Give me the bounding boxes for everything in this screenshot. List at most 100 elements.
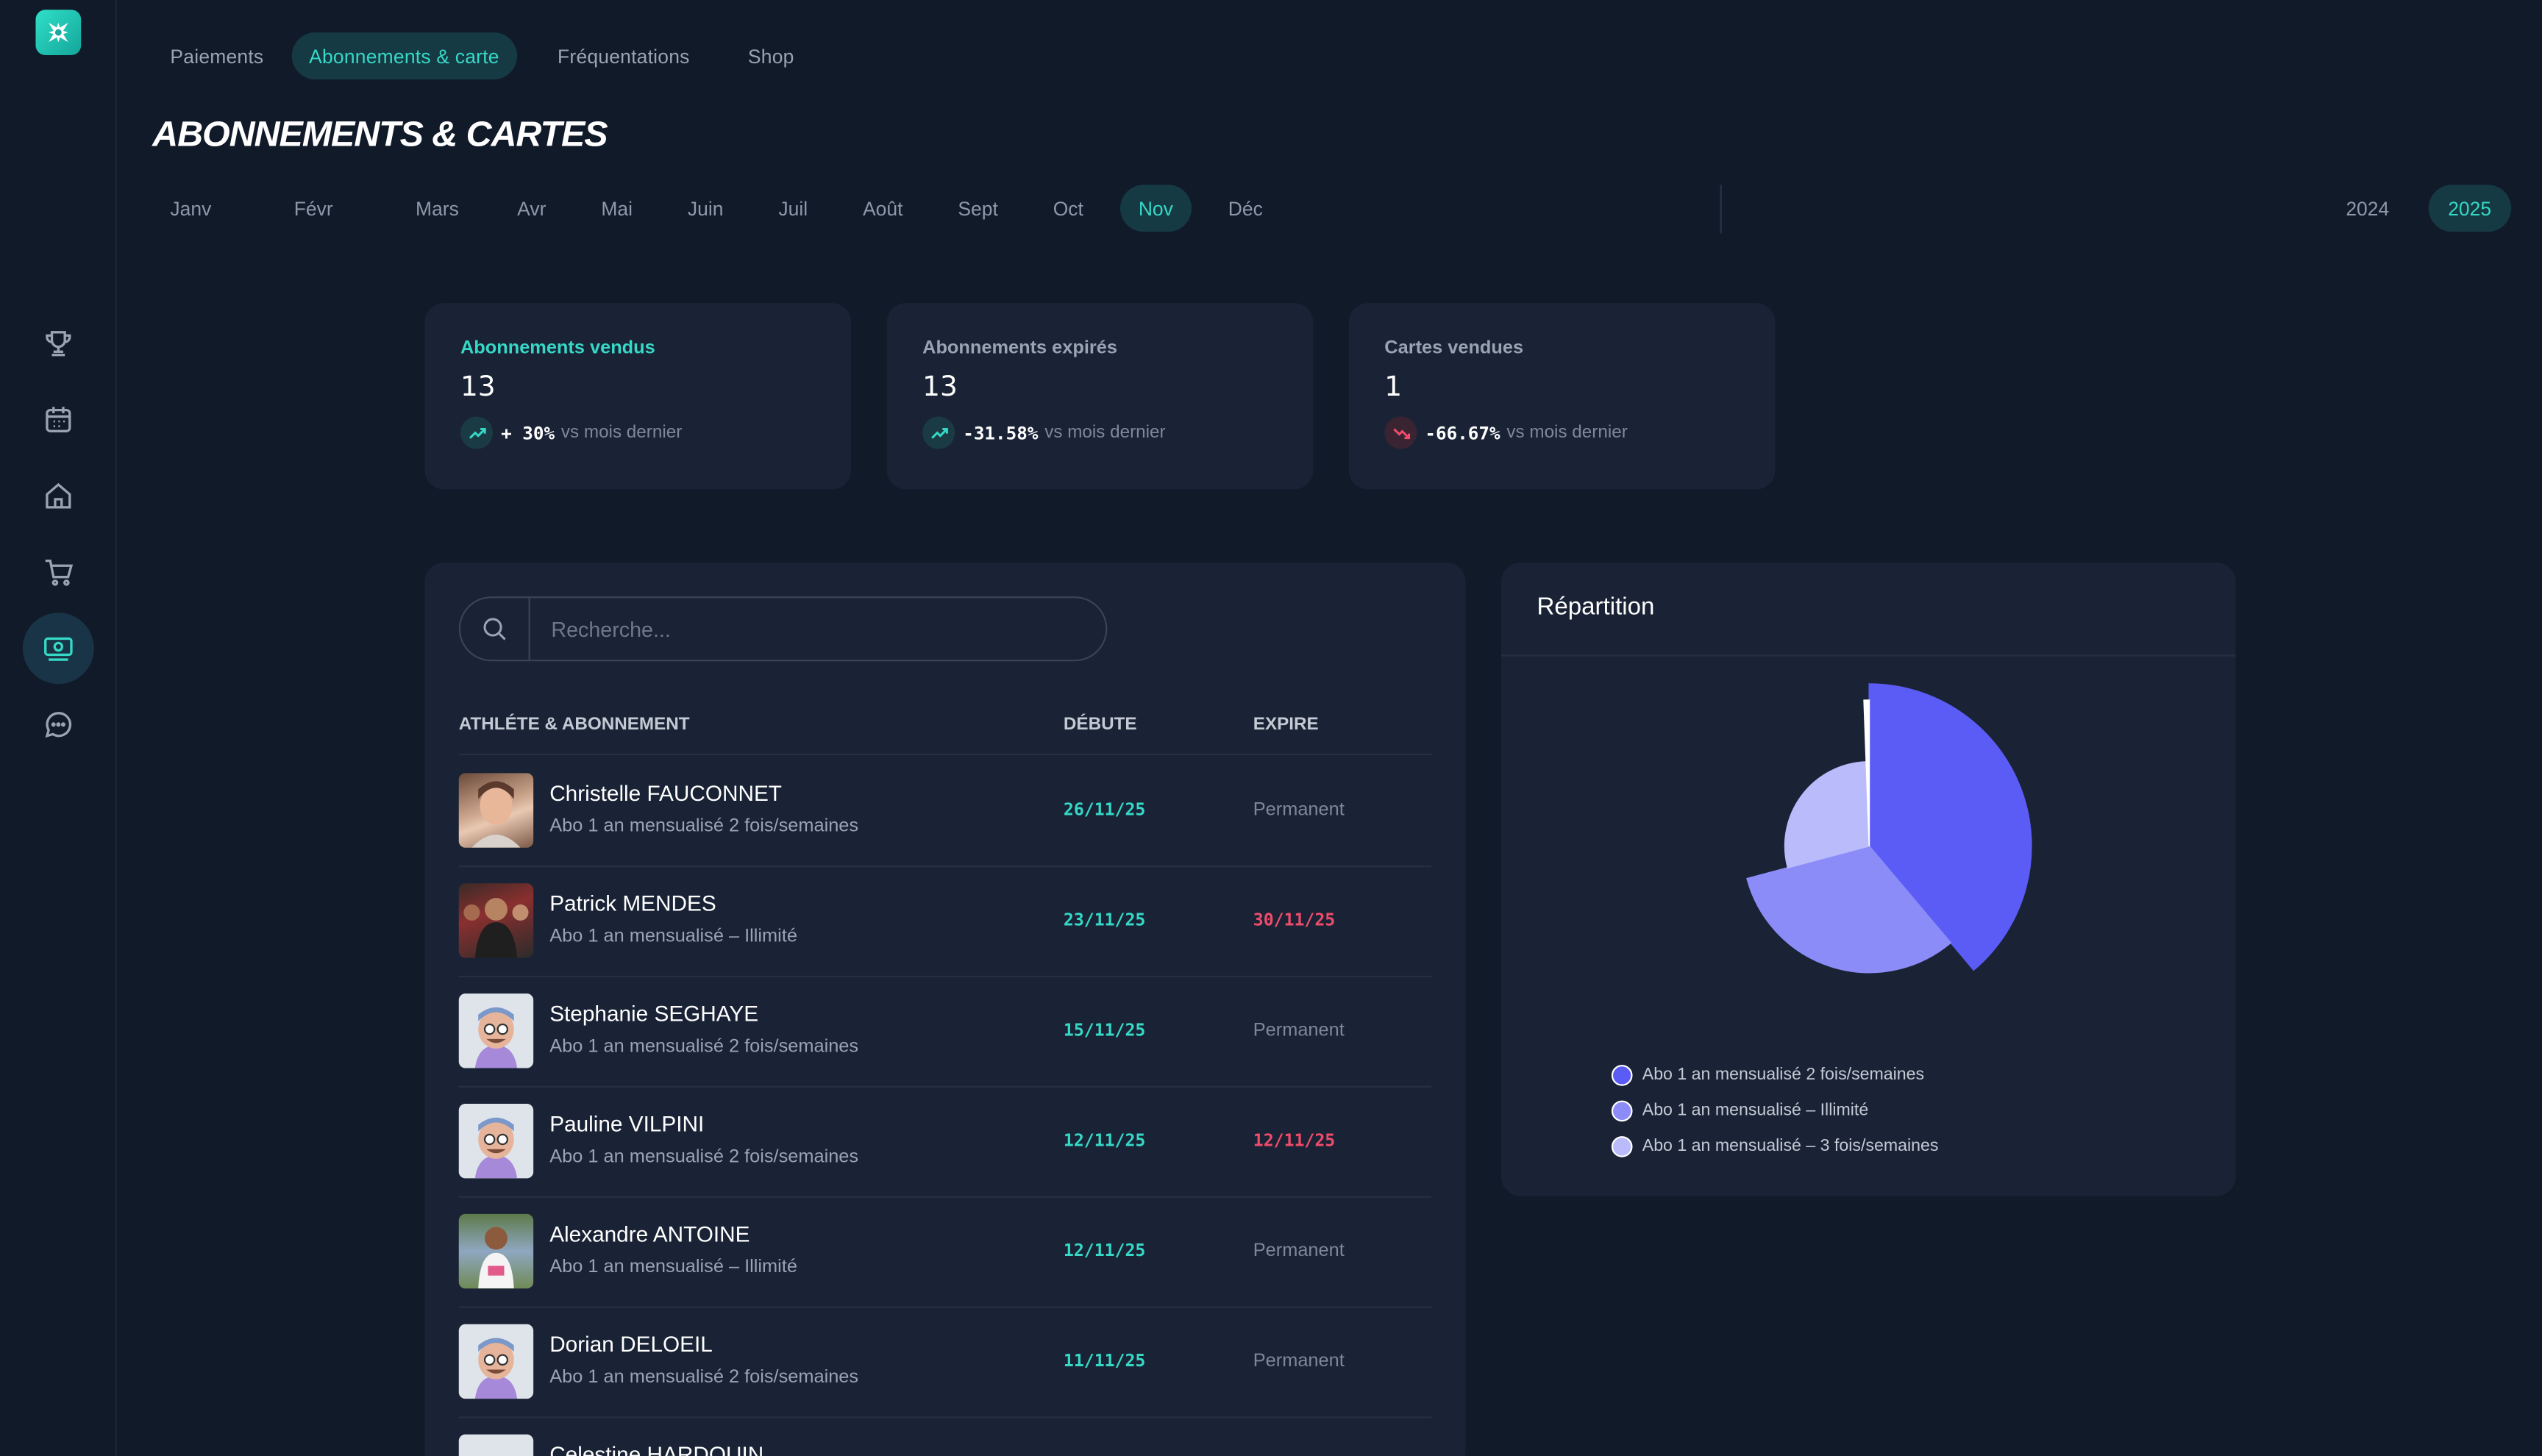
trend-label: vs mois dernier [560, 423, 683, 443]
month-nov[interactable]: Nov [1120, 185, 1192, 232]
header-athlete[interactable]: ATHLÉTE & ABONNEMENT [458, 715, 690, 735]
subscriptions-table-card: ATHLÉTE & ABONNEMENT DÉBUTE EXPIRE Chris… [424, 562, 1466, 1456]
pie-chart [1746, 683, 2032, 974]
table-row[interactable]: Christelle FAUCONNET Abo 1 an mensualisé… [458, 757, 1432, 868]
home-icon[interactable] [23, 460, 94, 532]
calendar-icon[interactable] [23, 384, 94, 455]
stat-title: Cartes vendues [1384, 338, 1524, 359]
year-2025[interactable]: 2025 [2428, 185, 2511, 232]
trophy-icon[interactable] [23, 308, 94, 379]
tab-abonnements-carte[interactable]: Abonnements & carte [291, 32, 517, 80]
subscription-type: Abo 1 an mensualisé 2 fois/semaines [549, 1147, 859, 1167]
year-2024[interactable]: 2024 [2346, 196, 2390, 220]
month-mai[interactable]: Mai [601, 196, 633, 220]
search-box [458, 596, 1108, 662]
trend-down-icon [1384, 416, 1417, 449]
sidebar [0, 0, 117, 1456]
table-header: ATHLÉTE & ABONNEMENT DÉBUTE EXPIRE [458, 715, 1432, 756]
start-date: 12/11/25 [1063, 1131, 1146, 1151]
start-date: 26/11/25 [1063, 800, 1146, 821]
legend-label: Abo 1 an mensualisé – Illimité [1642, 1100, 1869, 1121]
subscription-type: Abo 1 an mensualisé 2 fois/semaines [549, 1037, 859, 1057]
month-dec[interactable]: Déc [1228, 196, 1263, 220]
avatar [458, 1103, 534, 1179]
page-title: ABONNEMENTS & CARTES [152, 113, 608, 154]
trend-percent: -66.67% [1425, 422, 1500, 443]
header-expire[interactable]: EXPIRE [1253, 715, 1319, 735]
avatar [458, 773, 534, 848]
table-row[interactable]: Alexandre ANTOINE Abo 1 an mensualisé – … [458, 1198, 1432, 1308]
tab-frequentations[interactable]: Fréquentations [558, 44, 690, 68]
month-avr[interactable]: Avr [517, 196, 547, 220]
table-row[interactable]: Celestine HARDOUIN [458, 1418, 1431, 1456]
month-mars[interactable]: Mars [416, 196, 459, 220]
legend-item[interactable]: Abo 1 an mensualisé – Illimité [1611, 1093, 1939, 1128]
trend-label: vs mois dernier [1044, 423, 1166, 443]
chart-title: Répartition [1537, 593, 1655, 621]
header-debute[interactable]: DÉBUTE [1063, 715, 1137, 735]
pie-slice[interactable] [1784, 761, 1870, 869]
trend-up-icon [460, 416, 494, 449]
table-row[interactable]: Patrick MENDES Abo 1 an mensualisé – Ill… [458, 867, 1432, 978]
subscription-type: Abo 1 an mensualisé 2 fois/semaines [549, 1368, 859, 1388]
month-oct[interactable]: Oct [1053, 196, 1083, 220]
month-sept[interactable]: Sept [958, 196, 998, 220]
month-aout[interactable]: Août [863, 196, 903, 220]
expire-date: 12/11/25 [1253, 1131, 1336, 1151]
divider [1500, 654, 2236, 657]
start-date: 23/11/25 [1063, 910, 1146, 931]
subscription-type: Abo 1 an mensualisé – Illimité [549, 927, 797, 947]
top-tabs: Paiements Abonnements & carte Fréquentat… [152, 32, 812, 80]
month-juil[interactable]: Juil [778, 196, 808, 220]
tab-shop[interactable]: Shop [747, 44, 794, 68]
avatar [458, 993, 534, 1068]
legend-swatch [1611, 1063, 1633, 1085]
legend-label: Abo 1 an mensualisé 2 fois/semaines [1642, 1065, 1925, 1085]
stat-card-abonnements-vendus: Abonnements vendus 13 + 30% vs mois dern… [424, 303, 852, 490]
month-selector: Janv Févr Mars Avr Mai Juin Juil Août Se… [152, 185, 1300, 232]
trend-label: vs mois dernier [1506, 423, 1628, 443]
start-date: 15/11/25 [1063, 1021, 1146, 1041]
tab-paiements[interactable]: Paiements [170, 44, 264, 68]
expire-date: Permanent [1253, 1241, 1345, 1261]
pie-slice[interactable] [1863, 699, 1870, 846]
start-date: 12/11/25 [1063, 1241, 1146, 1261]
athlete-name: Alexandre ANTOINE [549, 1221, 750, 1246]
stat-card-cartes-vendues: Cartes vendues 1 -66.67% vs mois dernier [1348, 303, 1776, 490]
search-input[interactable] [530, 616, 1106, 641]
stat-value: 1 [1384, 371, 1403, 404]
repartition-card: Répartition Abo 1 an mensualisé 2 fois/s… [1500, 562, 2236, 1196]
subscription-type: Abo 1 an mensualisé – Illimité [549, 1257, 797, 1277]
start-date: 11/11/25 [1063, 1352, 1146, 1371]
money-icon[interactable] [22, 613, 94, 685]
pie-slice[interactable] [1868, 683, 2032, 971]
table-row[interactable]: Pauline VILPINI Abo 1 an mensualisé 2 fo… [458, 1088, 1432, 1198]
trend-percent: -31.58% [963, 422, 1039, 443]
month-janv[interactable]: Janv [170, 196, 212, 220]
athlete-name: Celestine HARDOUIN [549, 1442, 764, 1456]
month-fevr[interactable]: Févr [293, 196, 333, 220]
chat-icon[interactable] [23, 689, 94, 760]
legend-swatch [1611, 1099, 1633, 1121]
athlete-name: Pauline VILPINI [549, 1112, 705, 1137]
avatar [458, 883, 534, 958]
table-row[interactable]: Dorian DELOEIL Abo 1 an mensualisé 2 foi… [458, 1308, 1432, 1418]
month-juin[interactable]: Juin [687, 196, 724, 220]
cart-icon[interactable] [23, 537, 94, 608]
legend-swatch [1611, 1135, 1633, 1157]
app-logo[interactable] [35, 10, 82, 55]
pie-slice[interactable] [1746, 845, 1952, 974]
legend-item[interactable]: Abo 1 an mensualisé – 3 fois/semaines [1611, 1128, 1938, 1163]
divider [1720, 185, 1722, 234]
stat-value: 13 [922, 371, 958, 404]
expire-date: Permanent [1253, 800, 1345, 821]
table-row[interactable]: Stephanie SEGHAYE Abo 1 an mensualisé 2 … [458, 977, 1432, 1088]
logo-icon [49, 22, 68, 43]
search-icon[interactable] [460, 598, 530, 660]
avatar [458, 1324, 534, 1399]
stat-card-abonnements-expires: Abonnements expirés 13 -31.58% vs mois d… [886, 303, 1314, 490]
avatar [458, 1213, 534, 1289]
expire-date: Permanent [1253, 1021, 1345, 1041]
stat-value: 13 [460, 371, 496, 404]
legend-item[interactable]: Abo 1 an mensualisé 2 fois/semaines [1611, 1057, 1939, 1092]
